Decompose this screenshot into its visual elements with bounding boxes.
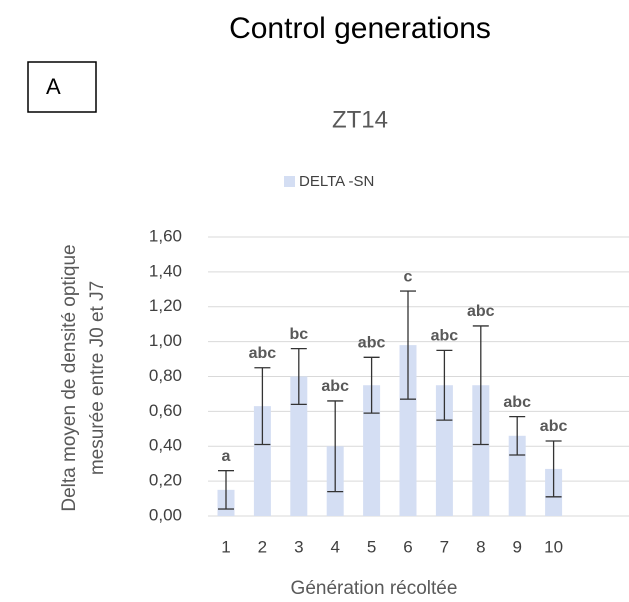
legend-label: DELTA -SN [299,173,374,190]
significance-letter: abc [503,394,531,411]
x-tick-label: 8 [476,537,485,556]
bar [253,406,271,516]
x-tick-label: 1 [221,537,230,556]
y-tick-label: 1,20 [149,296,182,315]
x-tick-label: 6 [403,537,412,556]
significance-letter: bc [289,326,308,343]
error-bar [363,356,380,414]
chart-title: ZT14 [332,106,388,133]
error-bar [400,290,416,400]
y-axis-title: mesurée entre J0 et J7 [87,281,108,475]
error-bar [290,347,307,406]
y-tick-label: 0,40 [149,436,182,455]
page-title: Control generations [229,12,491,45]
bar [363,385,381,516]
x-axis-title: Génération récoltée [291,578,458,599]
x-tick-label: 7 [440,537,449,556]
significance-letter: abc [467,303,495,320]
error-bar [545,440,562,498]
legend-swatch [284,176,295,187]
y-tick-label: 1,40 [149,261,182,280]
bar [399,345,417,516]
x-tick-label: 4 [330,537,339,556]
error-bar [509,415,526,456]
x-tick-label: 2 [258,537,267,556]
x-tick-label: 5 [367,537,376,556]
bar [508,435,526,516]
panel-label: A [46,74,61,99]
panel-box [27,61,97,113]
x-tick-label: 10 [544,537,563,556]
bar [472,385,490,516]
significance-letter: abc [249,345,277,362]
significance-letter: abc [358,335,386,352]
x-tick-label: 3 [294,537,303,556]
y-tick-label: 0,80 [149,366,182,385]
error-bar [218,470,234,510]
y-tick-label: 0,60 [149,401,182,420]
significance-letter: abc [431,328,459,345]
error-bar [254,367,271,446]
significance-letter: abc [321,378,349,395]
bar [290,376,308,516]
y-tick-label: 1,60 [149,226,182,245]
error-bar [436,349,453,421]
y-tick-label: 0,00 [149,505,182,524]
y-tick-label: 1,00 [149,331,182,350]
bar [435,385,453,516]
significance-letter: c [404,268,413,285]
significance-letter: abc [540,418,568,435]
x-tick-label: 9 [512,537,521,556]
y-tick-label: 0,20 [149,471,182,490]
significance-letter: a [222,448,231,465]
error-bar [327,400,344,493]
y-axis-title: Delta moyen de densité optique [59,244,80,511]
error-bar [472,325,489,446]
